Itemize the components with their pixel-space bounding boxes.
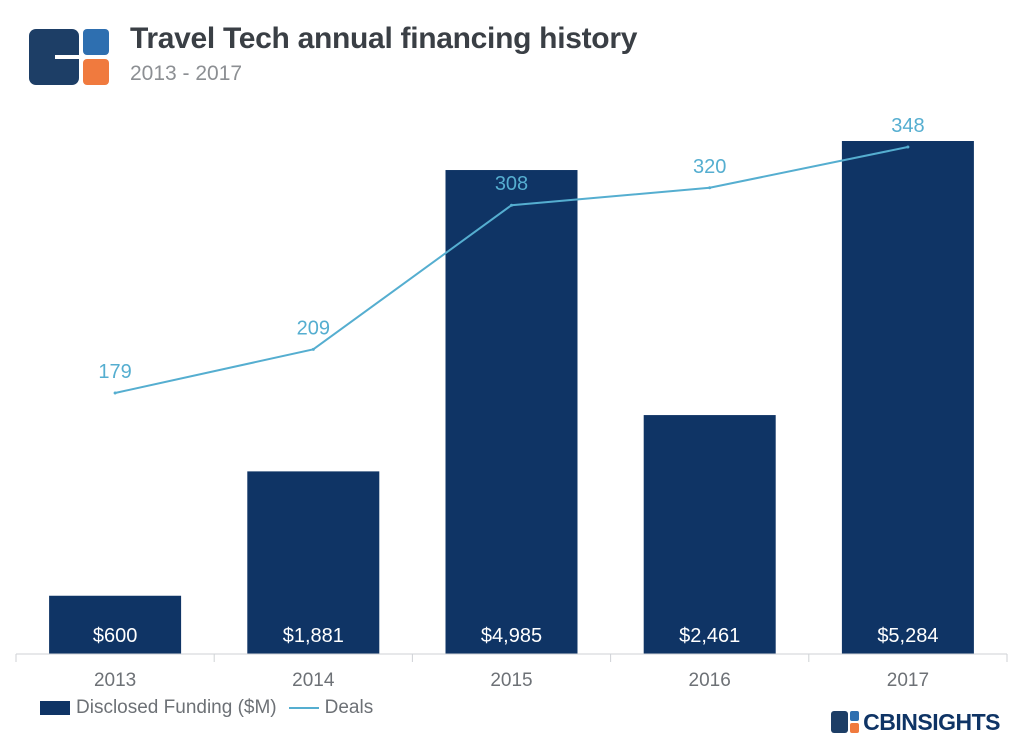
deals-point-2017 [906, 145, 910, 149]
chart-title: Travel Tech annual financing history [130, 22, 638, 55]
deals-label-2014: 209 [297, 317, 330, 339]
brand-text: CBINSIGHTS [863, 708, 1000, 735]
legend: Disclosed Funding ($M) Deals [40, 694, 373, 722]
bar-2017 [841, 141, 974, 654]
x-tick-label-2014: 2014 [292, 670, 335, 691]
legend-label-deals: Deals [324, 697, 374, 718]
brand-logo: CBINSIGHTS [831, 707, 1000, 737]
x-tick-label-2015: 2015 [490, 670, 532, 691]
bar-2014 [247, 471, 380, 654]
legend-item-deals: Deals [288, 697, 374, 719]
bar-labels-layer: $600 $1,881 $4,985 $2,461 $5,284 [93, 625, 939, 647]
cb-insights-logo-icon [29, 29, 109, 85]
deals-label-2015: 308 [495, 173, 528, 195]
deals-point-2014 [311, 347, 315, 351]
x-tick-label-2016: 2016 [689, 670, 731, 691]
bar-label-2015: $4,985 [481, 625, 542, 647]
bars-layer [49, 141, 974, 655]
legend-item-funding: Disclosed Funding ($M) [40, 697, 277, 719]
bar-label-2013: $600 [93, 625, 138, 647]
deals-label-2017: 348 [891, 115, 924, 137]
bar-label-2014: $1,881 [283, 625, 344, 647]
deals-point-2013 [113, 391, 117, 395]
chart-subtitle: 2013 - 2017 [130, 62, 243, 85]
cb-insights-small-logo-icon [831, 711, 860, 733]
x-axis: 2013 2014 2015 2016 2017 [15, 653, 1008, 691]
bar-2013 [49, 595, 182, 654]
deals-point-2015 [510, 203, 513, 207]
deals-label-2016: 320 [693, 156, 726, 178]
bar-label-2017: $5,284 [877, 625, 938, 647]
deals-label-2013: 179 [98, 361, 131, 383]
x-tick-label-2017: 2017 [887, 670, 929, 691]
bar-2015 [445, 170, 578, 655]
legend-swatch-bar [40, 701, 70, 715]
legend-swatch-line [288, 707, 319, 709]
x-tick-label-2013: 2013 [94, 670, 136, 691]
line-layer: 179 209 308 320 348 [98, 115, 925, 395]
legend-label-funding: Disclosed Funding ($M) [76, 697, 277, 718]
bar-label-2016: $2,461 [679, 625, 740, 647]
deals-point-2016 [708, 186, 712, 190]
bar-2016 [643, 415, 776, 654]
